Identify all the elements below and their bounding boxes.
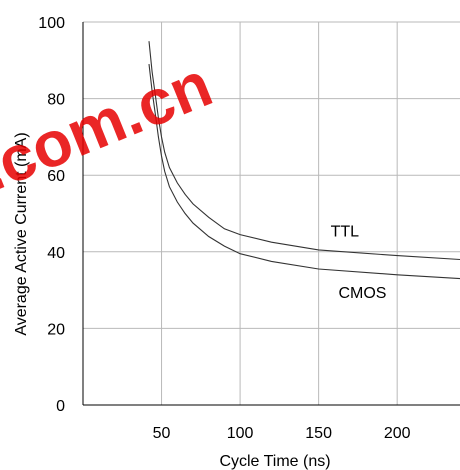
series-labels: TTL CMOS: [331, 223, 387, 301]
axes: [82, 22, 460, 406]
grid: [83, 21, 460, 405]
y-tick-label: 0: [56, 398, 65, 415]
x-axis-label: Cycle Time (ns): [219, 453, 330, 470]
x-tick-label: 150: [305, 425, 332, 442]
series-label-cmos: CMOS: [338, 285, 386, 302]
tick-labels: 0 20 40 60 80 100 50 100 150 200: [38, 15, 410, 442]
y-tick-label: 60: [47, 168, 65, 185]
watermark: .com.cn: [0, 48, 221, 205]
x-tick-label: 200: [384, 425, 411, 442]
x-tick-label: 50: [153, 425, 171, 442]
series-lines: [148, 41, 460, 280]
series-label-ttl: TTL: [331, 223, 360, 240]
y-axis-label: Average Active Current (mA): [13, 132, 30, 335]
series-line-cmos: [148, 64, 460, 280]
y-tick-label: 100: [38, 15, 65, 32]
series-line-ttl: [148, 41, 460, 261]
y-tick-label: 80: [47, 92, 65, 109]
x-tick-label: 100: [227, 425, 254, 442]
y-tick-label: 40: [47, 245, 65, 262]
y-tick-label: 20: [47, 321, 65, 338]
